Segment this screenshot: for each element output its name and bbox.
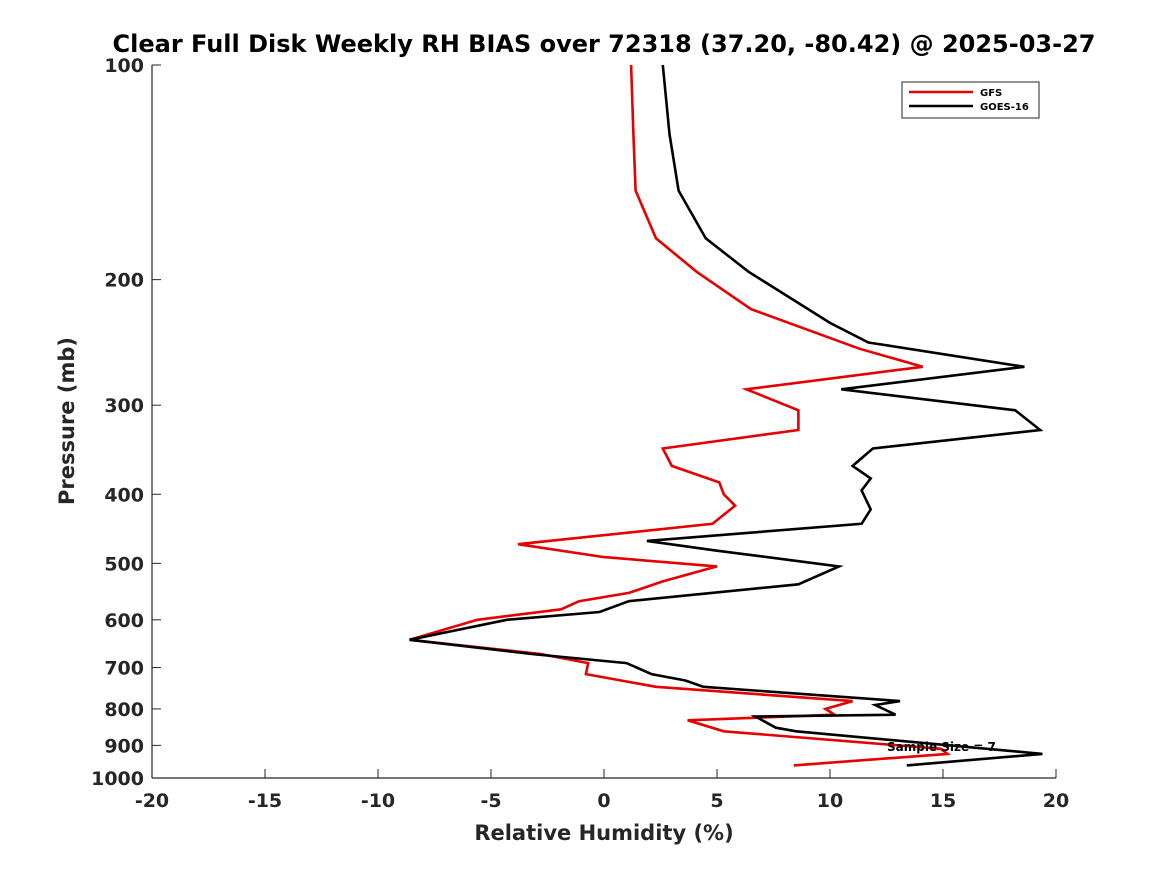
y-tick-label: 700 bbox=[104, 658, 144, 680]
x-tick-label: -20 bbox=[135, 790, 169, 812]
y-axis-ticks: 100 200 300 400 500 600 700 800 900 1000 bbox=[91, 55, 161, 790]
legend-box bbox=[901, 81, 1040, 119]
legend-label-goes16: GOES-16 bbox=[980, 102, 1029, 113]
y-tick-label: 100 bbox=[104, 55, 144, 77]
x-axis-label: Relative Humidity (%) bbox=[474, 821, 733, 845]
x-tick-label: 10 bbox=[817, 790, 843, 812]
series-line-gfs bbox=[409, 64, 952, 767]
y-tick-label: 300 bbox=[104, 395, 144, 417]
y-axis-label: Pressure (mb) bbox=[55, 337, 79, 505]
y-tick-label: 800 bbox=[104, 699, 144, 721]
x-tick-label: 0 bbox=[597, 790, 610, 812]
series-line-goes16 bbox=[409, 64, 1044, 767]
y-tick-label: 600 bbox=[104, 610, 144, 632]
y-tick-label: 200 bbox=[104, 270, 144, 292]
x-tick-label: -15 bbox=[248, 790, 282, 812]
y-tick-label: 1000 bbox=[91, 768, 144, 790]
y-tick-label: 500 bbox=[104, 553, 144, 575]
y-tick-label: 400 bbox=[104, 484, 144, 506]
y-tick-label: 900 bbox=[104, 735, 144, 757]
legend: GFS GOES-16 bbox=[901, 81, 1040, 119]
x-tick-label: 20 bbox=[1043, 790, 1069, 812]
plot-area bbox=[152, 65, 1056, 778]
series-lines bbox=[409, 64, 1044, 767]
x-tick-label: -10 bbox=[361, 790, 395, 812]
x-tick-label: 5 bbox=[710, 790, 723, 812]
x-tick-label: -5 bbox=[480, 790, 501, 812]
sample-size-annotation: Sample Size = 7 bbox=[887, 740, 996, 754]
x-axis-ticks: -20 -15 -10 -5 0 5 10 15 20 bbox=[135, 769, 1069, 812]
x-tick-label: 15 bbox=[930, 790, 956, 812]
legend-label-gfs: GFS bbox=[980, 88, 1002, 99]
chart-title: Clear Full Disk Weekly RH BIAS over 7231… bbox=[113, 30, 1096, 58]
